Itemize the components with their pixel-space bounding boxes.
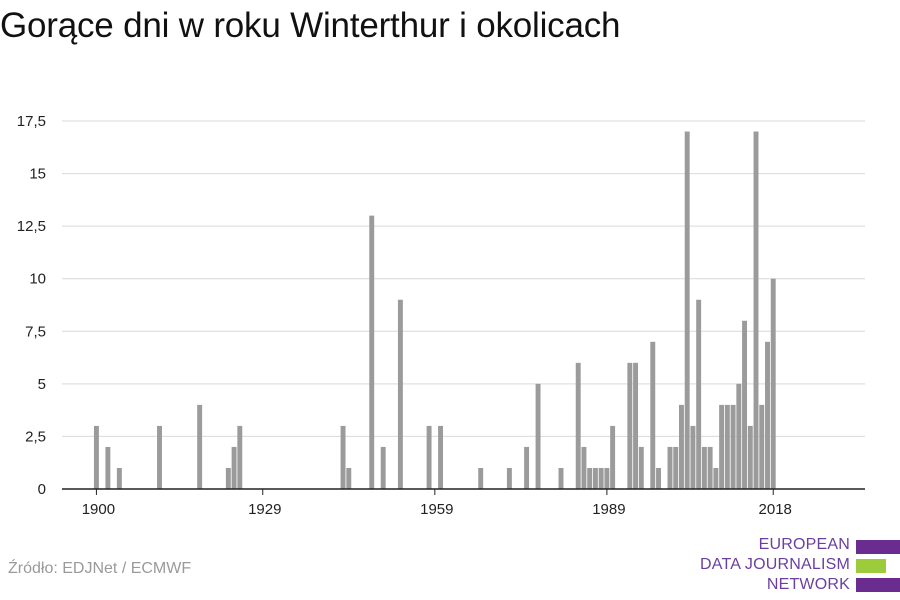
bar (742, 320, 748, 489)
bar (650, 341, 656, 489)
x-tick-label: 2018 (759, 501, 792, 518)
bar (747, 425, 753, 489)
bar (438, 425, 444, 489)
bar (426, 425, 432, 489)
bar (610, 425, 616, 489)
bar (598, 467, 604, 489)
bar (638, 446, 644, 489)
bar (667, 446, 673, 489)
bar (93, 425, 99, 489)
bar (380, 446, 386, 489)
y-tick-label: 7,5 (25, 323, 46, 340)
bar (684, 131, 690, 489)
bar (736, 383, 742, 489)
bar (707, 446, 713, 489)
bar (713, 467, 719, 489)
bar (656, 467, 661, 489)
bar (340, 425, 346, 489)
bar (105, 446, 111, 489)
x-tick-label: 1989 (592, 501, 625, 518)
edjnet-logo: EUROPEAN DATA JOURNALISM NETWORK (700, 532, 900, 598)
bar (673, 446, 679, 489)
bar (587, 467, 593, 489)
logo-line-3: NETWORK (766, 576, 850, 593)
bar (225, 467, 231, 489)
bar (770, 278, 776, 489)
bar (765, 341, 770, 489)
x-tick-labels: 1900 1929 1959 1989 2018 (82, 501, 792, 518)
axes (62, 488, 865, 495)
bar (627, 362, 633, 489)
source-note: Źródło: EDJNet / ECMWF (8, 560, 192, 577)
y-tick-label: 12,5 (17, 218, 46, 235)
y-tick-labels: 0 2,5 5 7,5 10 12,5 15 17,5 (17, 113, 46, 498)
bar (592, 467, 598, 489)
bar (197, 404, 203, 489)
bar (558, 467, 564, 489)
logo-line-2: DATA JOURNALISM (700, 556, 850, 573)
y-tick-label: 15 (29, 166, 46, 183)
x-tick-label: 1929 (248, 501, 281, 518)
bar (581, 446, 587, 489)
bar (535, 383, 541, 489)
bar (346, 467, 352, 489)
bar (524, 446, 530, 489)
y-tick-label: 2,5 (25, 428, 46, 445)
chart-title: Gorące dni w roku Winterthur i okolicach (0, 6, 621, 45)
bar (397, 299, 403, 489)
bar (506, 467, 512, 489)
logo-bar-middle (856, 559, 886, 573)
logo-line-1: EUROPEAN (758, 536, 850, 553)
x-tick-label: 1959 (420, 501, 453, 518)
bar (116, 467, 122, 489)
y-tick-label: 0 (38, 481, 46, 498)
bars (93, 131, 776, 489)
bar (719, 404, 725, 489)
bar (696, 299, 702, 489)
bar (678, 404, 684, 489)
grid-lines (62, 120, 865, 437)
bar (478, 467, 484, 489)
bar (724, 404, 730, 489)
bar (690, 425, 696, 489)
bar (604, 467, 610, 489)
bar (237, 425, 243, 489)
y-tick-label: 10 (29, 271, 46, 288)
logo-bar-bottom (856, 578, 900, 592)
x-tick-label: 1900 (82, 501, 115, 518)
bar (759, 404, 765, 489)
bar (231, 446, 237, 489)
bar (701, 446, 707, 489)
bar (633, 362, 639, 489)
bar (730, 404, 736, 489)
bar (369, 215, 375, 489)
bar (157, 425, 162, 489)
y-tick-label: 5 (38, 376, 46, 393)
logo-bar-top (856, 540, 900, 554)
bar (753, 131, 759, 489)
y-tick-label: 17,5 (17, 113, 46, 130)
bar (575, 362, 581, 489)
